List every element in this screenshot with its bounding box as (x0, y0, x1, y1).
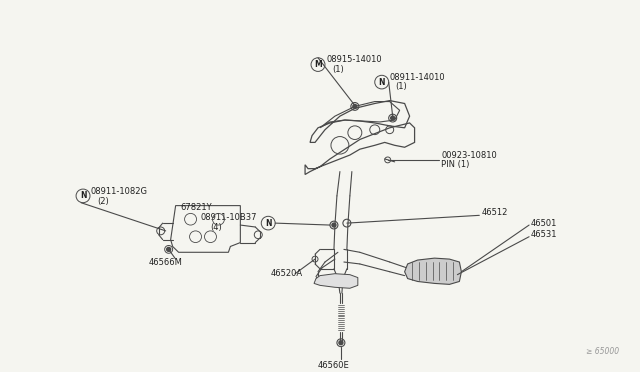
Text: 46560E: 46560E (318, 361, 349, 370)
Text: 08911-1082G: 08911-1082G (91, 187, 148, 196)
Text: 46566M: 46566M (148, 257, 182, 266)
Text: 08915-14010: 08915-14010 (327, 55, 383, 64)
Circle shape (339, 341, 343, 345)
Text: N: N (80, 191, 86, 201)
Text: M: M (314, 60, 322, 69)
Text: N: N (265, 219, 271, 228)
Text: 08911-14010: 08911-14010 (390, 73, 445, 82)
Circle shape (332, 223, 336, 227)
Text: (2): (2) (97, 197, 109, 206)
Text: 46531: 46531 (531, 230, 557, 239)
Circle shape (390, 116, 395, 120)
Text: (4): (4) (211, 222, 222, 231)
Text: 08911-10B37: 08911-10B37 (200, 213, 257, 222)
Text: (1): (1) (332, 65, 344, 74)
Text: PIN (1): PIN (1) (442, 160, 470, 169)
Polygon shape (404, 258, 461, 284)
Circle shape (353, 105, 357, 108)
Text: 00923-10810: 00923-10810 (442, 151, 497, 160)
Text: (1): (1) (396, 83, 408, 92)
Polygon shape (314, 274, 358, 288)
Text: 46520A: 46520A (270, 269, 302, 278)
Circle shape (166, 247, 171, 251)
Text: ≥ 65000: ≥ 65000 (586, 347, 619, 356)
Text: N: N (378, 78, 385, 87)
Text: 46512: 46512 (481, 208, 508, 217)
Text: 46501: 46501 (531, 219, 557, 228)
Text: 67821Y: 67821Y (180, 203, 212, 212)
